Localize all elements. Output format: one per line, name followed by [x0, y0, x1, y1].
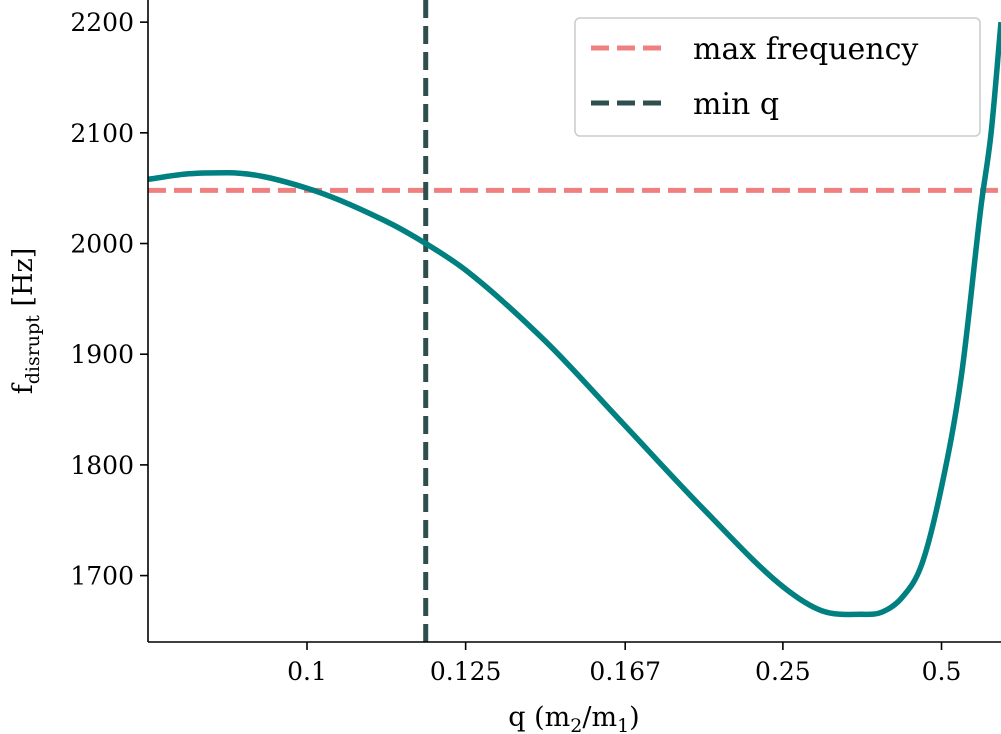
reference-lines — [148, 0, 1001, 642]
x-axis-label: q (m2/m1) — [508, 702, 639, 734]
x-axis-ticks: 0.1 0.125 0.167 0.25 0.5 — [287, 642, 961, 686]
x-tick-label: 0.1 — [287, 657, 327, 686]
legend: max frequency min q — [574, 17, 981, 137]
y-tick-label: 2100 — [70, 119, 134, 148]
legend-box — [574, 17, 981, 137]
legend-label-min-q: min q — [693, 87, 779, 122]
x-tick-label: 0.25 — [755, 657, 811, 686]
y-tick-label: 2200 — [70, 8, 134, 37]
x-tick-label: 0.5 — [922, 657, 962, 686]
y-tick-label: 1900 — [70, 340, 134, 369]
series-layer — [148, 21, 1001, 618]
y-tick-label: 1800 — [70, 451, 134, 480]
axes — [147, 0, 1001, 643]
legend-label-max-frequency: max frequency — [693, 32, 918, 67]
x-tick-label: 0.125 — [430, 657, 502, 686]
y-axis-label: fdisrupt [Hz] — [8, 248, 44, 395]
y-tick-label: 2000 — [70, 230, 134, 259]
x-tick-label: 0.167 — [589, 657, 661, 686]
y-axis-ticks: 1700 1800 1900 2000 2100 2200 — [70, 8, 148, 591]
y-tick-label: 1700 — [70, 562, 134, 591]
series-line-0 — [148, 21, 1001, 618]
